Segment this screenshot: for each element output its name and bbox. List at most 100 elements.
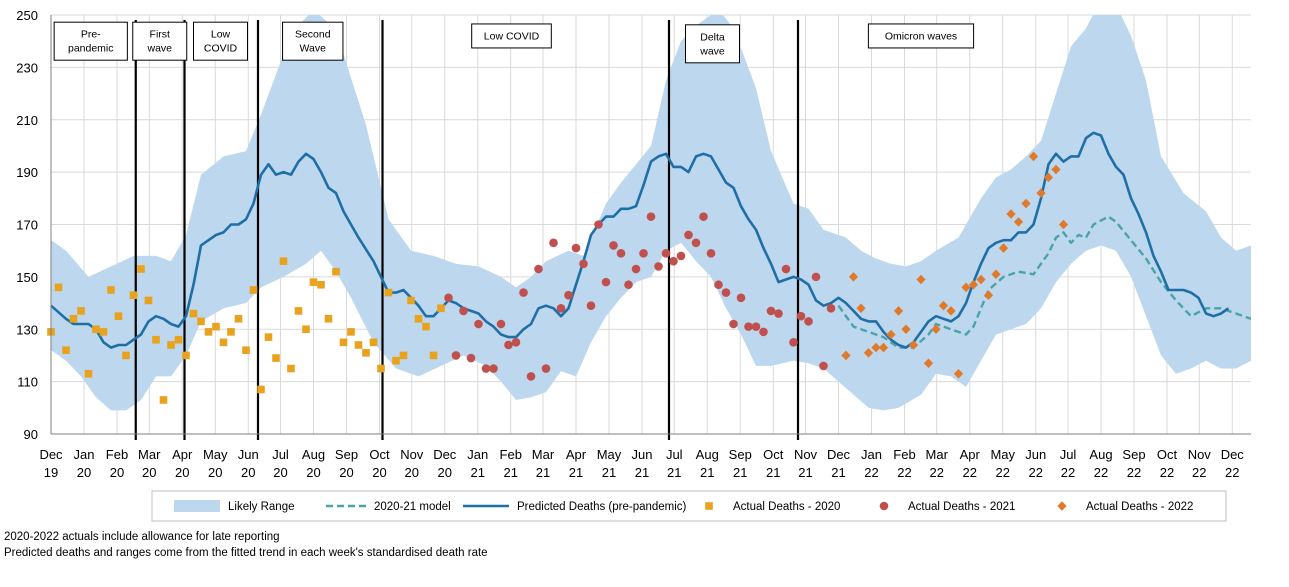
- point-actual-deaths-2020: [197, 317, 205, 326]
- point-actual-deaths-2021: [609, 241, 618, 250]
- legend-item-5: Actual Deaths - 2022: [1057, 501, 1193, 513]
- point-actual-deaths-2022: [1058, 219, 1069, 230]
- point-actual-deaths-2020: [264, 333, 273, 341]
- point-actual-deaths-2020: [174, 335, 183, 344]
- x-tick-year: 21: [831, 465, 845, 480]
- legend-label: Actual Deaths - 2022: [1086, 501, 1193, 513]
- point-actual-deaths-2020: [407, 296, 415, 305]
- x-tick-year: 22: [1127, 465, 1141, 480]
- x-tick-month: Oct: [1157, 447, 1178, 462]
- x-tick-month: Oct: [763, 447, 784, 462]
- point-actual-deaths-2022: [1028, 151, 1039, 162]
- x-tick-month: Feb: [893, 447, 915, 462]
- x-tick-month: Sep: [335, 447, 358, 462]
- point-actual-deaths-2020: [219, 338, 228, 347]
- point-actual-deaths-2022: [841, 350, 851, 361]
- x-tick-year: 22: [996, 465, 1010, 480]
- likely-range-band-layer: [51, 15, 1251, 411]
- x-tick-month: Aug: [302, 447, 325, 462]
- point-actual-deaths-2020: [212, 322, 220, 331]
- phase-label-6: Omicron waves: [867, 23, 975, 49]
- point-actual-deaths-2022: [938, 300, 949, 311]
- footnote-method: Predicted deaths and ranges come from th…: [4, 547, 488, 559]
- point-actual-deaths-2021: [766, 306, 776, 316]
- phase-labels: Pre-pandemic First wave Low COVID Second Wave L…: [53, 21, 975, 64]
- x-tick-year: 20: [372, 465, 386, 480]
- point-actual-deaths-2020: [54, 283, 63, 292]
- x-tick-year: 21: [536, 465, 550, 480]
- y-tick-label: 170: [16, 218, 38, 233]
- x-tick-year: 21: [733, 465, 747, 480]
- x-tick-month: Jan: [74, 447, 95, 462]
- point-actual-deaths-2020: [189, 309, 198, 318]
- point-actual-deaths-2021: [684, 230, 693, 240]
- x-tick-year: 21: [602, 465, 616, 480]
- point-actual-deaths-2022: [923, 358, 934, 369]
- phase-text: Low: [211, 29, 231, 41]
- x-tick-month: Dec: [827, 447, 851, 462]
- footnotes: 2020-2022 actuals include allowance for …: [4, 529, 488, 561]
- x-tick-month: Dec: [39, 447, 63, 462]
- y-tick-label: 190: [16, 165, 38, 180]
- phase-text: Second: [295, 29, 331, 41]
- point-actual-deaths-2021: [661, 249, 671, 258]
- x-tick-year: 22: [930, 465, 944, 480]
- axes: 90 110 130 150 170 190 210 230 250 Dec 19 Jan 20 Feb 2…: [16, 8, 1251, 480]
- x-tick-month: Sep: [729, 447, 752, 462]
- point-actual-deaths-2021: [534, 264, 543, 274]
- x-tick-year: 20: [110, 465, 124, 480]
- x-tick-year: 21: [471, 465, 485, 480]
- point-actual-deaths-2021: [466, 353, 476, 363]
- x-tick-month: Jun: [632, 447, 653, 462]
- point-actual-deaths-2022: [871, 342, 881, 353]
- x-tick-year: 21: [798, 465, 812, 480]
- phase-text: wave: [146, 43, 172, 55]
- point-actual-deaths-2020: [62, 346, 70, 354]
- point-actual-deaths-2020: [204, 328, 213, 336]
- x-tick-month: Jun: [238, 447, 259, 462]
- y-tick-label: 90: [24, 427, 38, 442]
- phase-box: [867, 23, 975, 49]
- point-actual-deaths-2022: [953, 368, 964, 379]
- x-tick-year: 22: [1225, 465, 1239, 480]
- phase-box: [471, 23, 552, 49]
- point-actual-deaths-2020: [362, 349, 370, 357]
- point-actual-deaths-2022: [968, 279, 979, 290]
- point-actual-deaths-2021: [759, 327, 768, 337]
- point-actual-deaths-2021: [459, 306, 468, 316]
- point-actual-deaths-2020: [354, 341, 363, 349]
- point-actual-deaths-2021: [594, 220, 603, 229]
- x-tick-month: May: [597, 447, 622, 462]
- x-tick-month: Dec: [433, 447, 457, 462]
- legend-marker-2021: [879, 501, 889, 511]
- x-tick-year: 22: [1061, 465, 1075, 480]
- point-actual-deaths-2020: [377, 364, 385, 373]
- point-actual-deaths-2021: [729, 319, 738, 329]
- point-actual-deaths-2020: [347, 328, 355, 336]
- x-tick-month: Dec: [1221, 447, 1245, 462]
- point-actual-deaths-2021: [624, 280, 633, 290]
- point-actual-deaths-2021: [549, 238, 558, 248]
- phase-text: wave: [699, 45, 725, 57]
- point-actual-deaths-2021: [616, 249, 626, 258]
- point-actual-deaths-2021: [781, 264, 791, 274]
- phase-text: Pre-: [81, 29, 101, 41]
- x-tick-month: Oct: [369, 447, 390, 462]
- x-tick-month: Nov: [1188, 447, 1212, 462]
- point-actual-deaths-2020: [369, 338, 378, 347]
- point-actual-deaths-2021: [646, 212, 656, 221]
- point-actual-deaths-2022: [893, 306, 904, 316]
- point-actual-deaths-2022: [946, 306, 956, 316]
- point-actual-deaths-2020: [167, 341, 175, 349]
- point-actual-deaths-2021: [601, 277, 611, 287]
- point-actual-deaths-2021: [489, 364, 498, 373]
- point-actual-deaths-2020: [234, 314, 243, 323]
- legend: Likely Range 2020-21 model Predicted Death…: [151, 490, 1227, 522]
- x-tick-year: 20: [405, 465, 419, 480]
- point-actual-deaths-2021: [804, 317, 813, 326]
- x-tick-year: 22: [1160, 465, 1174, 480]
- point-actual-deaths-2020: [279, 257, 288, 265]
- phase-box: [132, 21, 188, 61]
- point-actual-deaths-2021: [474, 319, 483, 329]
- point-actual-deaths-2020: [144, 296, 153, 305]
